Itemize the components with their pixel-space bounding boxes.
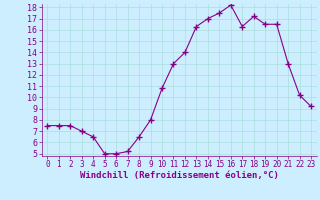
X-axis label: Windchill (Refroidissement éolien,°C): Windchill (Refroidissement éolien,°C) — [80, 171, 279, 180]
